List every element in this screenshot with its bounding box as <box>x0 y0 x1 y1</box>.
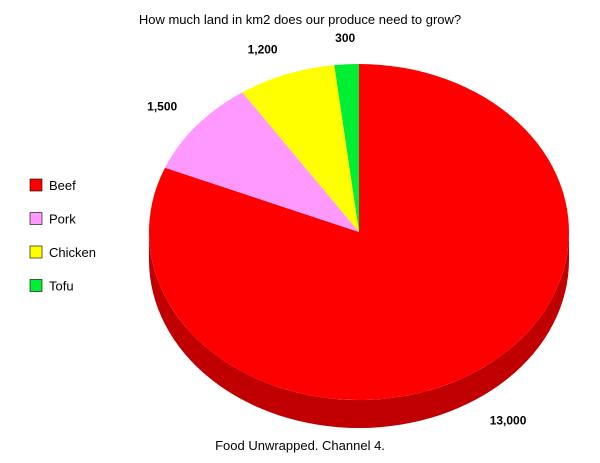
chart-source: Food Unwrapped. Channel 4. <box>215 438 385 453</box>
chart-title: How much land in km2 does our produce ne… <box>139 12 461 27</box>
pie-slice-tofu <box>334 64 359 232</box>
legend-swatch-chicken <box>29 245 43 259</box>
pie-3d-sides <box>149 232 569 428</box>
legend-item-beef: Beef <box>29 178 76 193</box>
legend-item-pork: Pork <box>29 212 76 227</box>
pie-slice-pork <box>164 92 359 232</box>
data-label-pork: 1,500 <box>147 100 177 114</box>
legend-label-tofu: Tofu <box>49 279 74 294</box>
legend-label-pork: Pork <box>49 212 76 227</box>
legend-label-beef: Beef <box>49 178 76 193</box>
legend-item-chicken: Chicken <box>29 245 96 260</box>
pie-slices <box>148 64 569 400</box>
data-label-tofu: 300 <box>335 31 355 45</box>
legend-item-tofu: Tofu <box>29 279 74 294</box>
pie-side-beef <box>149 232 569 428</box>
legend-swatch-pork <box>29 212 43 225</box>
legend-swatch-tofu <box>29 279 43 292</box>
data-label-chicken: 1,200 <box>248 43 278 57</box>
pie-slice-chicken <box>242 65 359 233</box>
data-label-beef: 13,000 <box>490 413 527 427</box>
pie-data-labels: 13,000 1,500 1,200 300 <box>147 31 527 427</box>
legend-swatch-beef <box>29 178 43 192</box>
legend: Beef Pork Chicken Tofu <box>29 178 96 294</box>
legend-label-chicken: Chicken <box>49 245 96 260</box>
